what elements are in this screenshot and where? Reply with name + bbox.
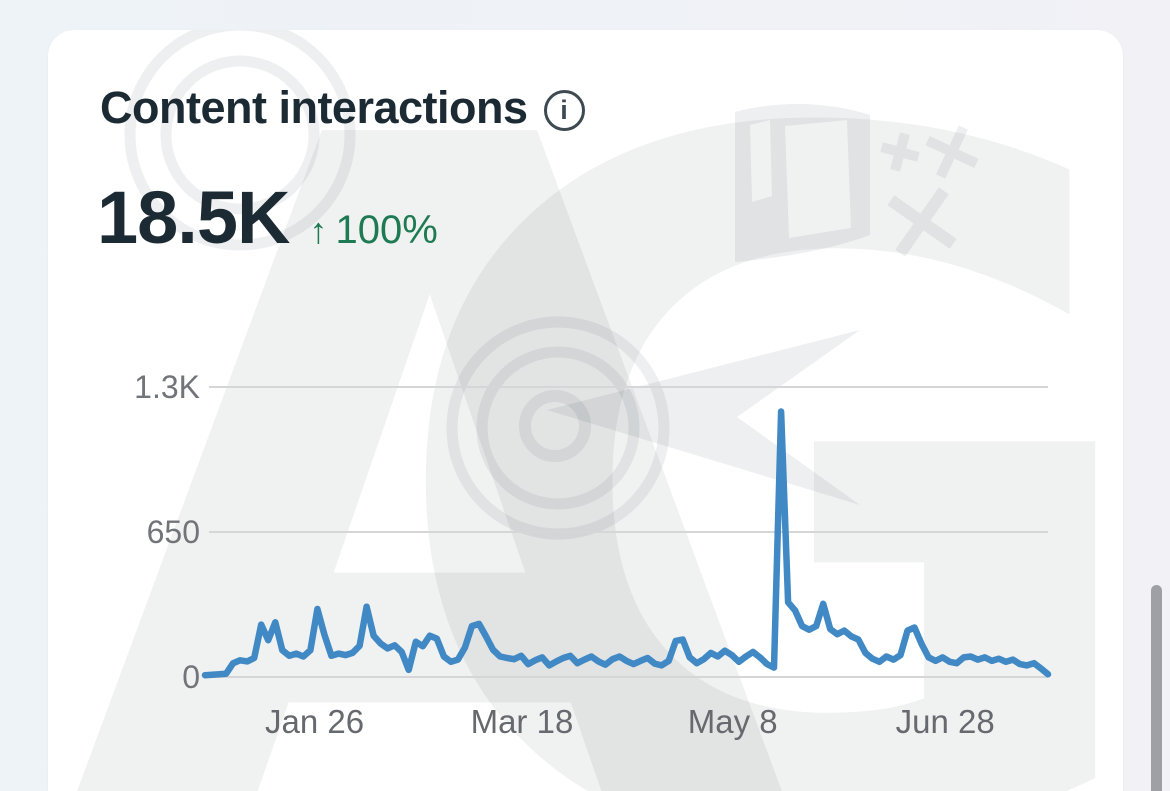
data-line <box>201 408 1052 679</box>
info-icon-glyph: i <box>560 94 568 125</box>
delta-percent: 100% <box>335 208 438 252</box>
y-axis-label: 1.3K <box>134 369 200 405</box>
metric-value: 18.5K <box>97 176 290 259</box>
metric-delta: ↑ 100% <box>309 208 437 253</box>
x-axis-label: Jun 28 <box>895 703 995 740</box>
scrollbar[interactable] <box>1151 585 1162 791</box>
x-axis-label: May 8 <box>687 703 778 740</box>
line-chart[interactable]: 1.3K 650 0 Jan 26 Mar 18 May 8 Jun 28 <box>48 30 1123 791</box>
y-axis-label: 0 <box>182 659 200 695</box>
up-arrow-icon: ↑ <box>309 210 328 251</box>
x-axis-label: Jan 26 <box>265 703 365 740</box>
y-axis-label: 650 <box>146 514 200 550</box>
info-icon[interactable]: i <box>543 89 585 131</box>
x-axis-label: Mar 18 <box>470 703 574 740</box>
page-title: Content interactions <box>100 82 528 133</box>
